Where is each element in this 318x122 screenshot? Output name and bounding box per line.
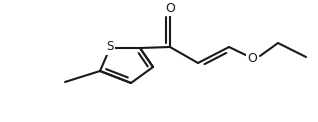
Text: O: O [247,52,257,66]
Text: S: S [106,41,114,54]
Text: O: O [165,1,175,15]
